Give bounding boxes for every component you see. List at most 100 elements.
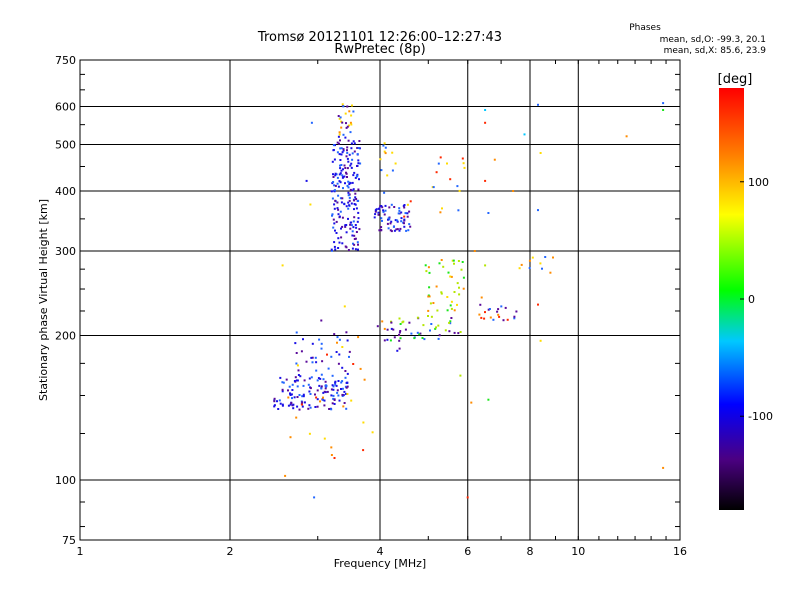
data-point (387, 227, 390, 230)
data-point (331, 384, 334, 387)
data-point (350, 114, 353, 117)
data-point (357, 188, 360, 191)
data-point (331, 197, 334, 200)
data-point (310, 356, 313, 359)
colorbar (719, 88, 744, 510)
data-point (317, 377, 320, 380)
data-point (321, 360, 324, 363)
data-point (334, 383, 337, 386)
data-point (354, 248, 357, 251)
data-point (311, 361, 314, 364)
data-point (351, 247, 354, 250)
data-point (371, 431, 374, 434)
data-point (430, 323, 433, 325)
data-point (324, 387, 327, 390)
data-point (438, 334, 441, 337)
data-point (388, 206, 391, 209)
data-point (340, 120, 343, 123)
data-point (281, 404, 284, 407)
data-point (383, 150, 386, 153)
data-point (383, 191, 386, 194)
data-point (351, 158, 354, 161)
data-point (347, 201, 350, 204)
data-point (331, 214, 333, 217)
data-point (273, 405, 276, 408)
stats-line-o: mean, sd,O: -99.3, 20.1 (660, 35, 766, 45)
stats-heading: Phases (629, 23, 661, 33)
colorbar-label: [deg] (718, 72, 753, 87)
data-point (318, 338, 321, 341)
data-point (311, 342, 314, 345)
data-point (339, 116, 342, 119)
data-point (396, 220, 399, 223)
data-point (347, 217, 349, 220)
data-point (343, 164, 346, 167)
data-point (355, 198, 358, 200)
data-point (292, 407, 295, 410)
data-point (345, 122, 347, 125)
data-point (318, 384, 321, 387)
data-point (357, 162, 360, 165)
data-point (281, 264, 284, 267)
data-point (315, 361, 318, 364)
data-point (314, 393, 316, 396)
data-point (357, 211, 360, 214)
y-tick-label: 100 (55, 474, 76, 487)
data-point (344, 112, 347, 115)
data-point (307, 383, 310, 386)
data-point (354, 224, 357, 226)
data-point (301, 405, 304, 408)
data-point (531, 256, 534, 259)
data-point (435, 285, 438, 288)
data-point (330, 446, 333, 449)
data-point (322, 391, 325, 394)
data-point (446, 162, 448, 165)
data-point (390, 203, 393, 206)
data-point (437, 162, 440, 165)
data-point (331, 374, 334, 377)
data-point (296, 364, 299, 367)
data-point (341, 366, 344, 369)
data-point (341, 346, 344, 348)
data-point (343, 390, 346, 393)
data-point (303, 379, 306, 382)
data-point (299, 375, 302, 378)
data-point (537, 303, 539, 306)
data-point (287, 389, 289, 392)
data-point (462, 276, 465, 279)
data-point (323, 399, 326, 402)
data-point (340, 147, 343, 150)
data-point (340, 236, 343, 239)
data-point (435, 171, 438, 174)
data-point (333, 457, 336, 459)
data-point (334, 184, 337, 187)
data-point (352, 174, 355, 177)
data-point (344, 370, 347, 372)
data-point (515, 310, 518, 313)
data-point (354, 176, 357, 179)
data-point (334, 229, 336, 232)
x-tick-label: 6 (464, 545, 471, 558)
data-point (447, 271, 450, 274)
colorbar-tick-label: 100 (748, 176, 769, 189)
data-point (295, 416, 298, 419)
data-point (277, 408, 280, 410)
data-point (427, 295, 430, 298)
data-point (354, 203, 357, 206)
data-point (353, 238, 356, 240)
data-point (377, 211, 380, 214)
x-tick-label: 8 (527, 545, 534, 558)
data-point (292, 403, 295, 406)
data-point (332, 394, 335, 397)
data-point (339, 210, 342, 213)
data-point (346, 176, 348, 178)
data-point (398, 229, 401, 232)
data-point (418, 333, 421, 336)
data-point (403, 225, 406, 228)
data-point (458, 293, 461, 296)
data-point (457, 260, 460, 262)
data-point (338, 133, 341, 136)
data-point (378, 229, 381, 232)
data-point (399, 227, 402, 230)
data-point (359, 367, 362, 370)
